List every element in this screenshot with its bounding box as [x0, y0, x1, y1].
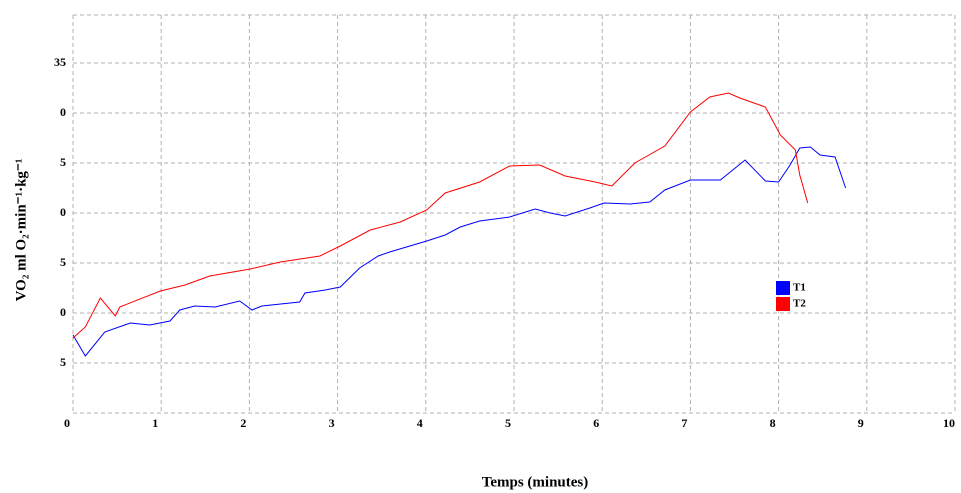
- y-axis-label: VO₂ ml O₂·min⁻¹·kg⁻¹: [13, 159, 29, 302]
- y-tick-label: 5: [60, 255, 66, 269]
- x-axis-label: Temps (minutes): [482, 474, 589, 490]
- x-tick-label: 10: [943, 416, 955, 430]
- legend-swatch: [776, 281, 790, 295]
- x-tick-label: 0: [64, 416, 70, 430]
- legend-label: T1: [793, 282, 806, 294]
- y-tick-label: 5: [60, 355, 66, 369]
- legend-label: T2: [793, 298, 806, 310]
- series-line: [72, 92, 809, 339]
- y-tick-label: 5: [60, 155, 66, 169]
- x-tick-label: 8: [770, 416, 776, 430]
- y-tick-label: 0: [60, 205, 66, 219]
- x-tick-label: 1: [152, 416, 158, 430]
- y-tick-label: 35: [54, 55, 66, 69]
- x-tick-label: 2: [240, 416, 246, 430]
- x-tick-label: 3: [329, 416, 335, 430]
- y-tick-label: 0: [60, 305, 66, 319]
- x-tick-label: 9: [858, 416, 864, 430]
- x-tick-label: 4: [417, 416, 423, 430]
- series-line: [72, 146, 847, 357]
- x-tick-label: 6: [593, 416, 599, 430]
- y-tick-label: 0: [60, 105, 66, 119]
- x-tick-label: 7: [681, 416, 687, 430]
- x-tick-label: 5: [505, 416, 511, 430]
- legend-swatch: [776, 297, 790, 311]
